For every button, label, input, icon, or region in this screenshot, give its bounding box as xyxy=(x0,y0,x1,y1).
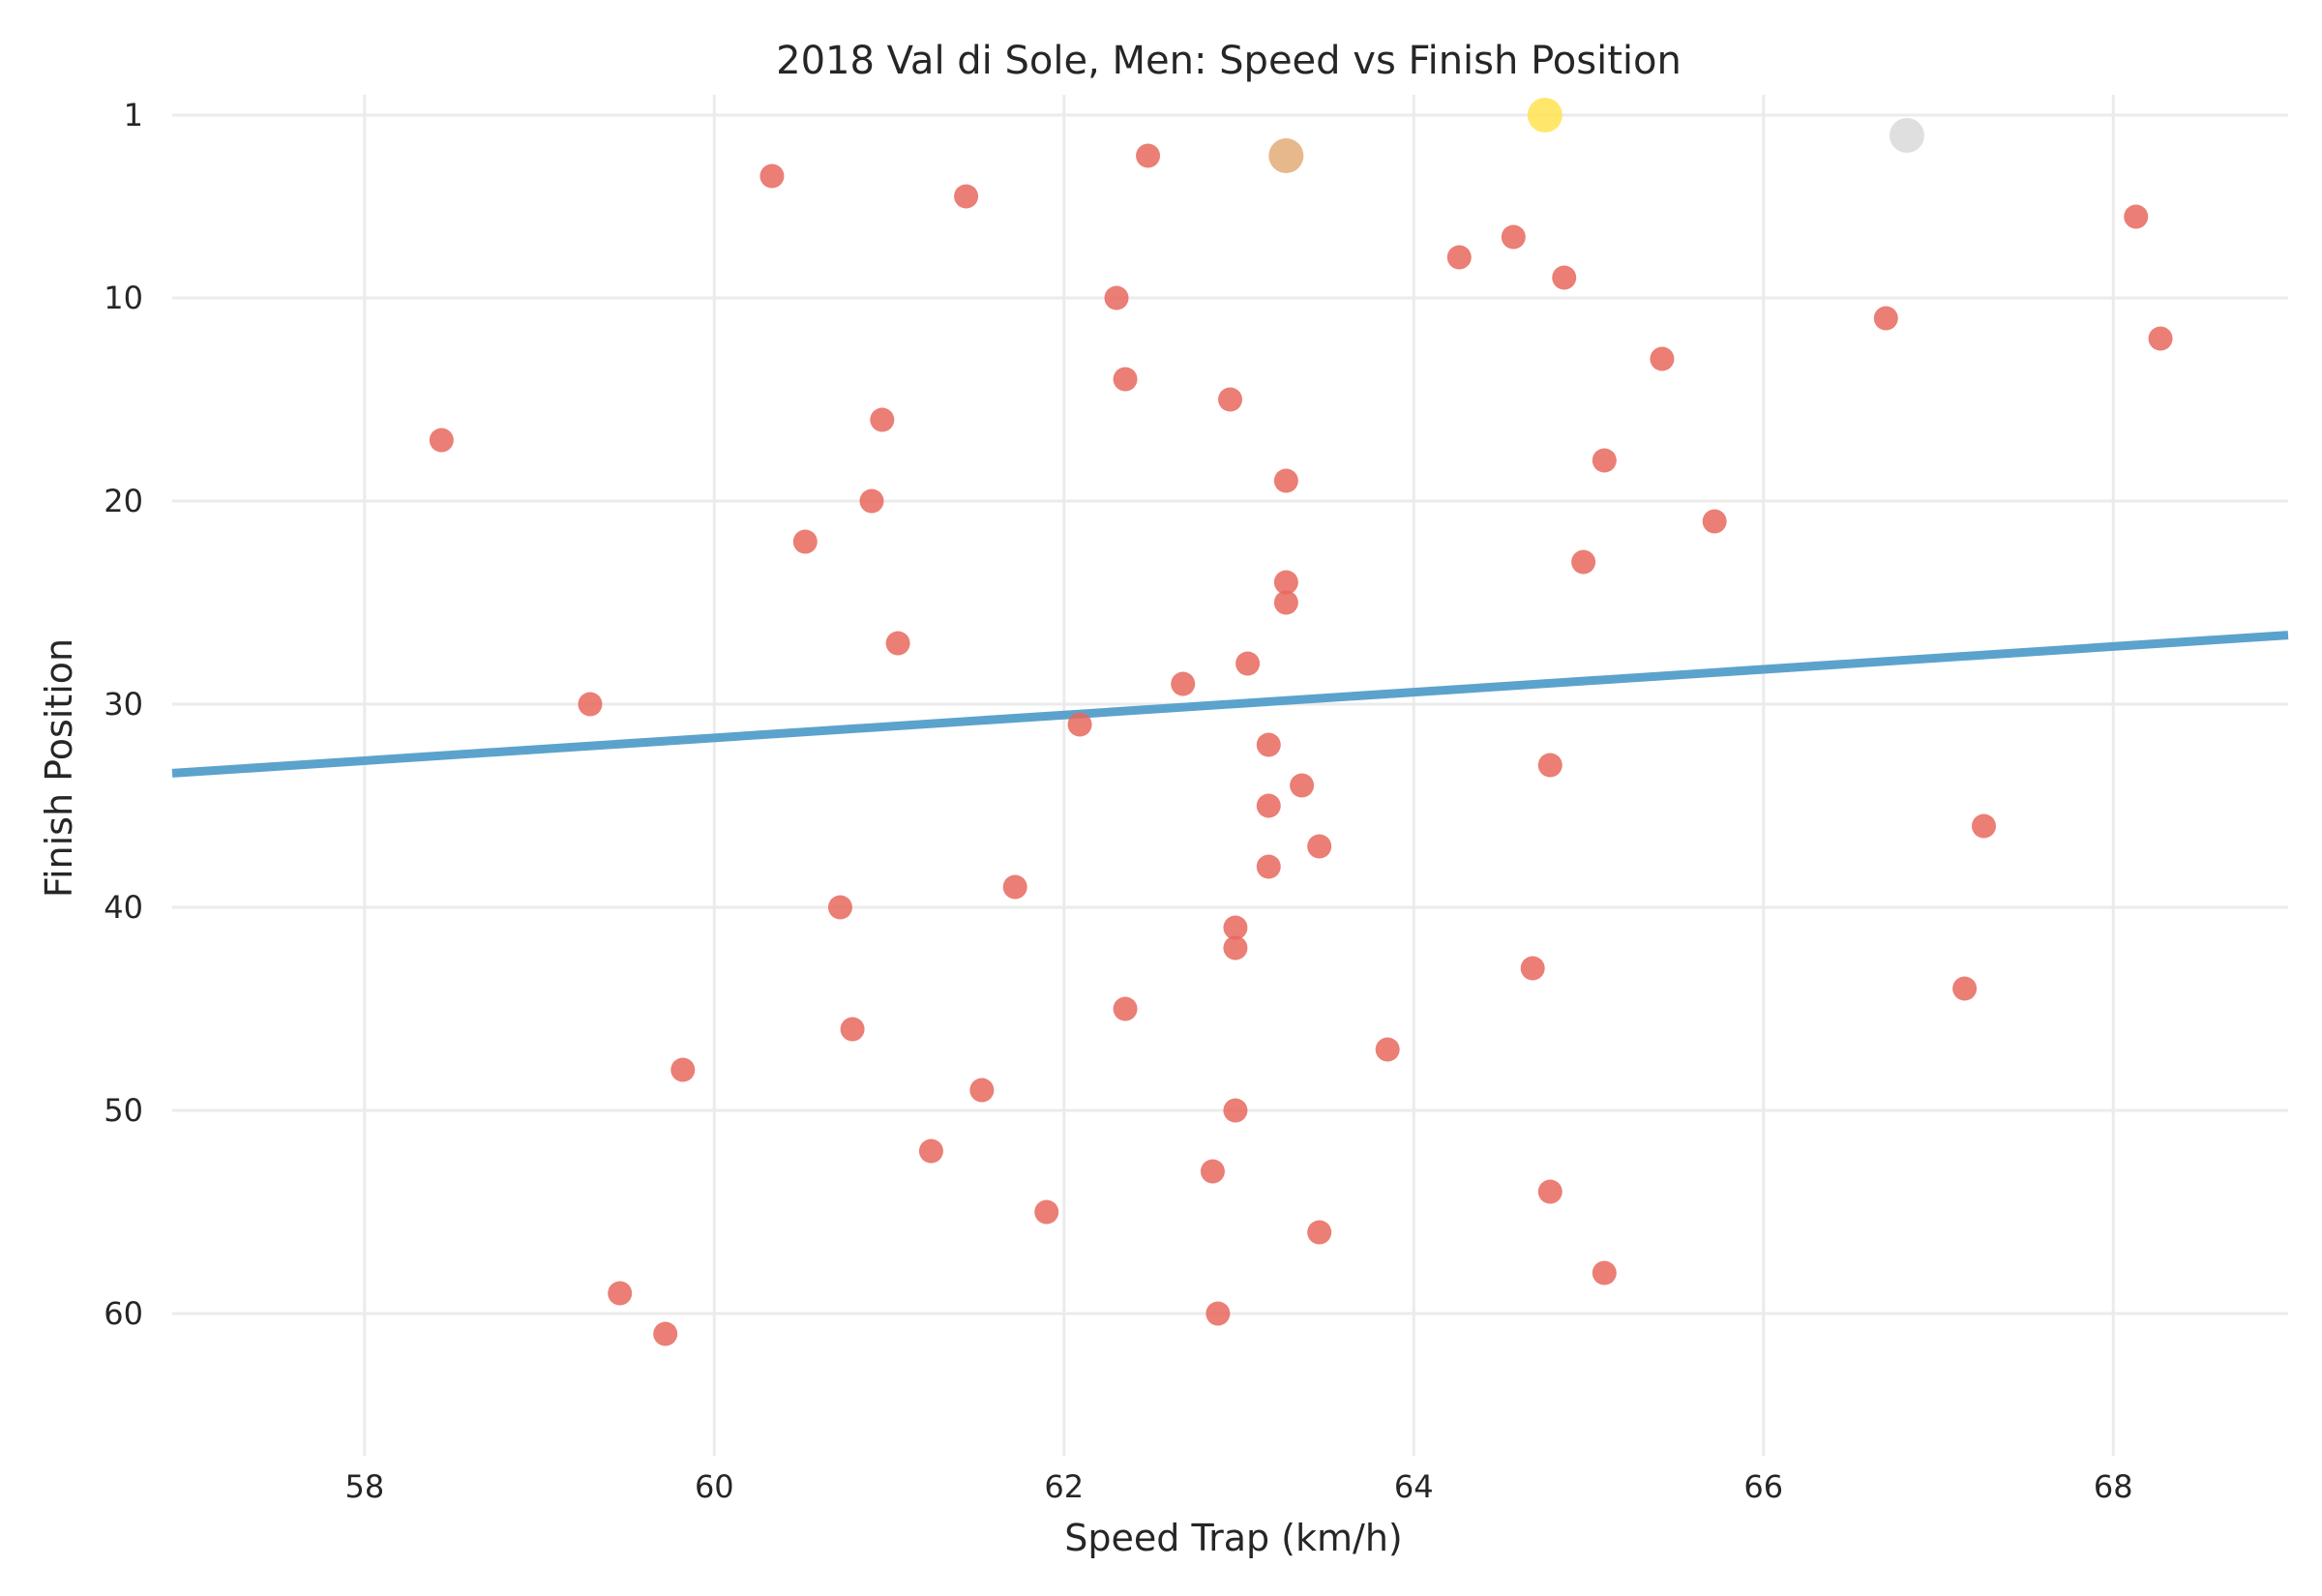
data-point xyxy=(1200,1159,1225,1184)
y-tick-label: 30 xyxy=(104,686,143,723)
data-point xyxy=(1592,1260,1617,1286)
podium-point-gold xyxy=(1527,98,1563,133)
data-point xyxy=(1136,143,1161,168)
x-tick-label: 62 xyxy=(1044,1468,1084,1505)
x-tick-label: 60 xyxy=(695,1468,734,1505)
data-point xyxy=(670,1057,696,1082)
data-point xyxy=(1952,976,1978,1001)
data-point xyxy=(1273,468,1298,493)
trendline-group xyxy=(171,631,2289,778)
data-point xyxy=(1972,813,1997,839)
data-point xyxy=(1171,671,1196,696)
data-point xyxy=(1273,570,1298,595)
y-tick-label: 10 xyxy=(104,280,143,316)
data-point xyxy=(759,163,785,189)
y-tick-label: 50 xyxy=(104,1092,143,1129)
data-point xyxy=(1113,996,1138,1021)
x-axis-label: Speed Trap (km/h) xyxy=(1064,1517,1403,1559)
data-point xyxy=(1537,753,1563,778)
data-point xyxy=(1702,509,1727,534)
data-point xyxy=(1650,346,1675,371)
data-point xyxy=(1223,935,1248,961)
x-tick-label: 64 xyxy=(1394,1468,1434,1505)
data-point xyxy=(1034,1199,1059,1225)
trendline xyxy=(171,631,2289,778)
data-point xyxy=(2124,204,2149,229)
x-tick-label: 68 xyxy=(2094,1468,2133,1505)
data-point xyxy=(1256,793,1281,818)
data-point xyxy=(1290,773,1315,798)
x-tick-label: 58 xyxy=(344,1468,384,1505)
data-point xyxy=(1223,915,1248,940)
podium-point-silver xyxy=(1889,118,1924,153)
data-point xyxy=(885,631,910,656)
podium-point-bronze xyxy=(1268,138,1304,173)
data-point xyxy=(608,1281,633,1306)
y-axis-label: Finish Position xyxy=(38,638,80,898)
data-point xyxy=(792,529,818,554)
data-point xyxy=(1067,712,1092,737)
data-point xyxy=(1552,265,1577,290)
data-points xyxy=(429,98,2173,1346)
data-point xyxy=(1873,306,1898,331)
data-point xyxy=(1104,285,1129,310)
data-point xyxy=(2148,326,2173,351)
data-point xyxy=(1218,387,1242,412)
y-tick-label: 40 xyxy=(104,889,143,926)
x-tick-labels: 58 60 62 64 66 68 xyxy=(344,1468,2132,1505)
data-point xyxy=(1235,651,1261,676)
data-point xyxy=(429,428,454,453)
data-point xyxy=(859,488,884,514)
data-point xyxy=(1537,1179,1563,1204)
data-point xyxy=(1375,1037,1400,1062)
data-point xyxy=(1002,874,1027,900)
x-tick-label: 66 xyxy=(1743,1468,1783,1505)
y-tick-labels: 1 10 20 30 40 50 60 xyxy=(104,97,143,1332)
data-point xyxy=(1592,448,1617,473)
data-point xyxy=(1223,1098,1248,1123)
data-point xyxy=(827,895,852,920)
data-point xyxy=(1520,956,1545,981)
y-tick-label: 20 xyxy=(104,483,143,519)
data-point xyxy=(1113,367,1138,392)
y-tick-label: 1 xyxy=(124,97,143,133)
data-point xyxy=(653,1321,678,1346)
data-point xyxy=(1571,549,1596,575)
data-point xyxy=(840,1017,865,1042)
data-point xyxy=(1206,1301,1231,1326)
data-point xyxy=(918,1138,943,1164)
data-point xyxy=(578,692,603,717)
data-point xyxy=(1307,1220,1332,1245)
data-point xyxy=(954,184,979,209)
data-point xyxy=(969,1078,995,1103)
data-point xyxy=(870,407,895,432)
data-point xyxy=(1501,224,1526,250)
y-tick-label: 60 xyxy=(104,1295,143,1332)
chart-title: 2018 Val di Sole, Men: Speed vs Finish P… xyxy=(776,39,1682,83)
data-point xyxy=(1256,854,1281,879)
data-point xyxy=(1273,590,1298,615)
data-point xyxy=(1307,834,1332,859)
data-point xyxy=(1446,245,1472,270)
gridlines xyxy=(172,95,2288,1456)
data-point xyxy=(1256,732,1281,757)
